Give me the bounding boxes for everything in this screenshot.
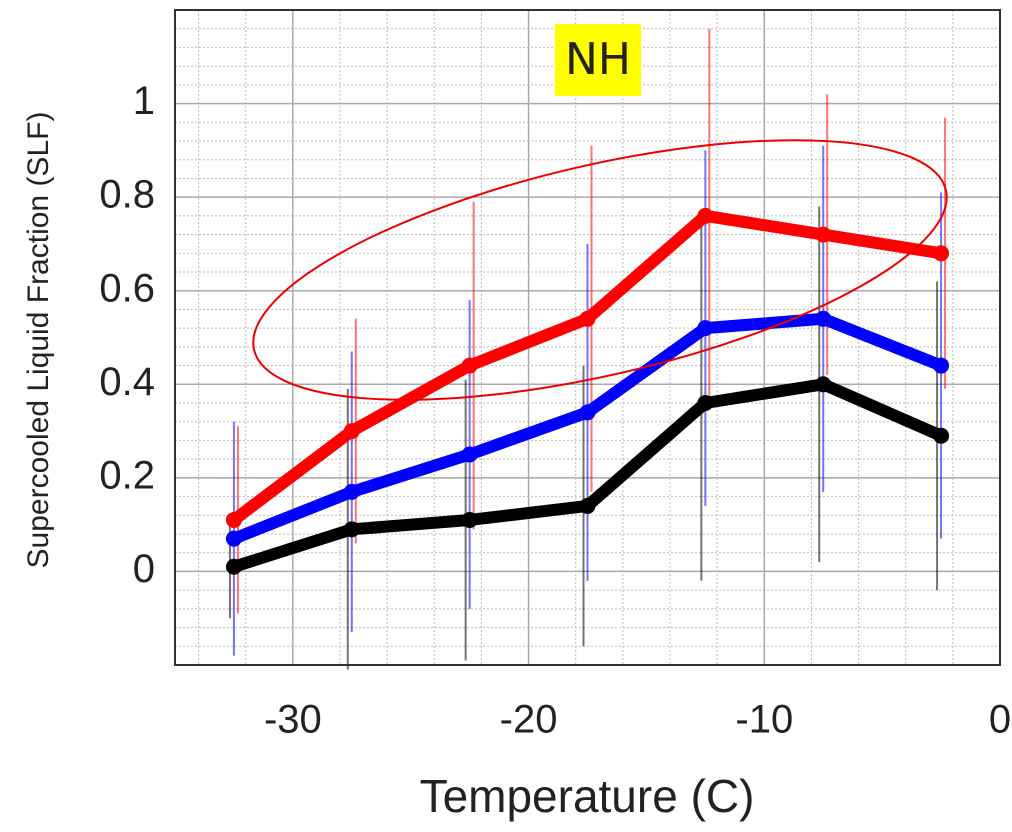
- point: [697, 320, 714, 337]
- x-tick-label: -20: [500, 698, 558, 742]
- point: [933, 245, 950, 262]
- annotation: NH: [565, 34, 631, 85]
- plot-frame: [174, 9, 1001, 666]
- point: [225, 558, 242, 575]
- annotation-box: [555, 24, 641, 96]
- x-tick-label: 0: [989, 698, 1011, 742]
- y-tick-label: 1: [133, 79, 155, 123]
- x-tick-label: -30: [264, 698, 322, 742]
- point: [815, 376, 832, 393]
- point: [815, 310, 832, 327]
- y-tick-label: 0.4: [99, 360, 155, 404]
- y-tick-label: 0.6: [99, 266, 155, 310]
- point: [579, 404, 596, 421]
- point: [225, 530, 242, 547]
- point: [461, 511, 478, 528]
- y-tick-label: 0: [133, 547, 155, 591]
- point: [461, 357, 478, 374]
- point: [579, 497, 596, 514]
- y-axis-label: Supercooled Liquid Fraction (SLF): [22, 112, 55, 569]
- point: [579, 310, 596, 327]
- marks: [225, 28, 950, 670]
- point: [697, 207, 714, 224]
- highlight-ellipse: [252, 139, 948, 401]
- point: [343, 483, 360, 500]
- point: [933, 427, 950, 444]
- x-axis-label: Temperature (C): [420, 770, 755, 822]
- point: [461, 446, 478, 463]
- point: [225, 511, 242, 528]
- y-tick-label: 0.2: [99, 453, 155, 497]
- point: [933, 357, 950, 374]
- point: [343, 521, 360, 538]
- y-tick-label: 0.8: [99, 173, 155, 217]
- point: [697, 395, 714, 411]
- x-tick-label: -10: [735, 698, 793, 742]
- point: [343, 423, 360, 440]
- point: [815, 226, 832, 243]
